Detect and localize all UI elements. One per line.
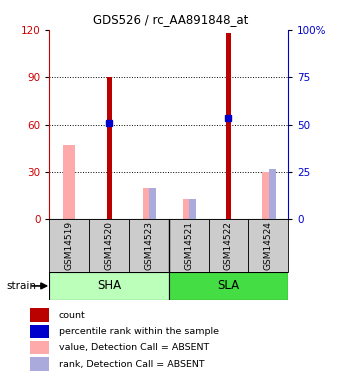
Bar — [129, 219, 169, 272]
Bar — [30, 340, 49, 354]
Text: GSM14524: GSM14524 — [264, 221, 273, 270]
Bar — [169, 219, 209, 272]
Bar — [183, 199, 195, 219]
Text: GSM14522: GSM14522 — [224, 221, 233, 270]
Bar — [269, 169, 276, 219]
Text: SHA: SHA — [97, 279, 121, 292]
Bar — [30, 324, 49, 338]
Bar — [209, 219, 248, 272]
Text: GDS526 / rc_AA891848_at: GDS526 / rc_AA891848_at — [93, 13, 248, 26]
Bar — [226, 33, 231, 219]
Bar — [248, 219, 288, 272]
Text: value, Detection Call = ABSENT: value, Detection Call = ABSENT — [59, 343, 209, 352]
Text: count: count — [59, 310, 85, 320]
Bar — [189, 199, 196, 219]
Text: GSM14521: GSM14521 — [184, 221, 193, 270]
Text: GSM14520: GSM14520 — [105, 221, 114, 270]
Bar — [89, 219, 129, 272]
Bar — [30, 357, 49, 370]
Text: GSM14519: GSM14519 — [65, 221, 74, 270]
Bar — [107, 77, 112, 219]
Bar — [49, 272, 169, 300]
Text: percentile rank within the sample: percentile rank within the sample — [59, 327, 219, 336]
Bar — [169, 272, 288, 300]
Bar — [143, 188, 155, 219]
Text: rank, Detection Call = ABSENT: rank, Detection Call = ABSENT — [59, 360, 204, 369]
Text: SLA: SLA — [218, 279, 239, 292]
Bar — [30, 309, 49, 322]
Bar — [149, 188, 157, 219]
Text: strain: strain — [7, 281, 37, 291]
Bar — [49, 219, 89, 272]
Text: GSM14523: GSM14523 — [144, 221, 153, 270]
Bar — [63, 145, 75, 219]
Bar — [262, 172, 274, 219]
